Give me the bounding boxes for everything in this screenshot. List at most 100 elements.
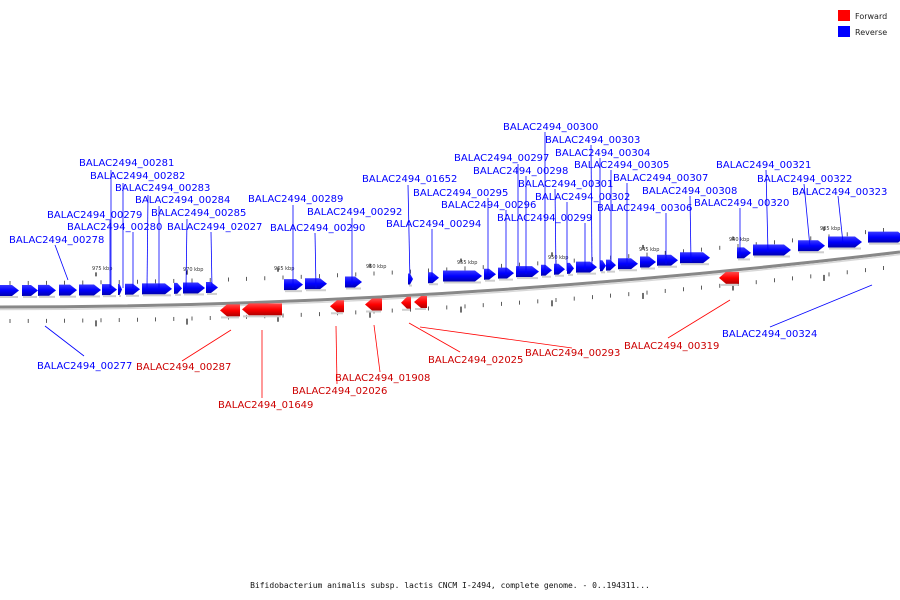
forward-gene-arrow[interactable] xyxy=(242,303,282,316)
reverse-gene-arrow[interactable] xyxy=(408,273,413,285)
gene-label[interactable]: BALAC2494_00320 xyxy=(694,198,789,209)
gene-label[interactable]: BALAC2494_01908 xyxy=(335,373,430,384)
reverse-gene-arrow[interactable] xyxy=(516,266,539,278)
gene-label[interactable]: BALAC2494_00308 xyxy=(642,186,737,197)
gene-label[interactable]: BALAC2494_00285 xyxy=(151,208,246,219)
reverse-gene-arrow[interactable] xyxy=(680,252,710,264)
gene-label[interactable]: BALAC2494_00306 xyxy=(597,203,692,214)
leader-line xyxy=(146,194,149,289)
forward-gene-arrow[interactable] xyxy=(365,298,382,311)
reverse-gene-arrow[interactable] xyxy=(600,260,606,272)
gene-label[interactable]: BALAC2494_00278 xyxy=(9,235,104,246)
gene-label[interactable]: BALAC2494_00295 xyxy=(413,188,508,199)
gene-label[interactable]: BALAC2494_00319 xyxy=(624,341,719,352)
gene-label[interactable]: BALAC2494_00290 xyxy=(270,223,365,234)
leader-line xyxy=(408,322,461,353)
reverse-gene-arrow[interactable] xyxy=(142,283,172,295)
gene-label[interactable]: BALAC2494_00304 xyxy=(555,148,650,159)
leader-line xyxy=(765,169,769,253)
gene-shadow xyxy=(23,295,37,298)
gene-label[interactable]: BALAC2494_00281 xyxy=(79,158,174,169)
reverse-gene-arrow[interactable] xyxy=(345,276,362,288)
gene-label[interactable]: BALAC2494_00323 xyxy=(792,187,887,198)
reverse-gene-arrow[interactable] xyxy=(102,284,117,296)
gene-label[interactable]: BALAC2494_02027 xyxy=(167,222,262,233)
scale-tick-label: 950 kbp xyxy=(548,255,568,261)
gene-shadow xyxy=(429,283,438,286)
reverse-gene-arrow[interactable] xyxy=(567,262,574,274)
gene-label[interactable]: BALAC2494_00280 xyxy=(67,222,162,233)
gene-label[interactable]: BALAC2494_00299 xyxy=(497,213,592,224)
reverse-gene-arrow[interactable] xyxy=(284,279,303,291)
gene-label[interactable]: BALAC2494_00289 xyxy=(248,194,343,205)
forward-gene-arrow[interactable] xyxy=(719,271,739,284)
reverse-strand-track xyxy=(0,231,900,298)
gene-label[interactable]: BALAC2494_00279 xyxy=(47,210,142,221)
gene-label[interactable]: BALAC2494_00287 xyxy=(136,362,231,373)
gene-shadow xyxy=(607,270,615,273)
gene-label[interactable]: BALAC2494_00322 xyxy=(757,174,852,185)
gene-shadow xyxy=(143,294,171,297)
reverse-gene-arrow[interactable] xyxy=(576,261,597,273)
reverse-gene-arrow[interactable] xyxy=(640,256,656,268)
leader-line xyxy=(837,195,844,244)
gene-label[interactable]: BALAC2494_00297 xyxy=(454,153,549,164)
gene-label[interactable]: BALAC2494_02025 xyxy=(428,355,523,366)
gene-label[interactable]: BALAC2494_00302 xyxy=(535,192,630,203)
gene-label[interactable]: BALAC2494_01652 xyxy=(362,174,457,185)
leader-line xyxy=(335,325,338,385)
reverse-gene-arrow[interactable] xyxy=(657,254,678,266)
gene-label[interactable]: BALAC2494_00292 xyxy=(307,207,402,218)
gene-label[interactable]: BALAC2494_00284 xyxy=(135,195,230,206)
forward-gene-arrow[interactable] xyxy=(401,296,411,309)
gene-label[interactable]: BALAC2494_00277 xyxy=(37,361,132,372)
gene-label[interactable]: BALAC2494_01649 xyxy=(218,400,313,411)
scale-ticks: 975 kbp 970 kbp 965 kbp 960 kbp 955 kbp … xyxy=(92,226,840,273)
forward-gene-arrow[interactable] xyxy=(330,300,344,313)
gene-label[interactable]: BALAC2494_00296 xyxy=(441,200,536,211)
reverse-gene-arrow[interactable] xyxy=(0,284,19,296)
reverse-gene-arrow[interactable] xyxy=(118,284,122,296)
reverse-gene-arrow[interactable] xyxy=(174,282,182,294)
gene-label[interactable]: BALAC2494_00305 xyxy=(574,160,669,171)
reverse-gene-arrow[interactable] xyxy=(737,247,751,259)
reverse-gene-arrow[interactable] xyxy=(59,284,77,296)
gene-label[interactable]: BALAC2494_00303 xyxy=(545,135,640,146)
reverse-gene-arrow[interactable] xyxy=(753,244,791,256)
reverse-gene-arrow[interactable] xyxy=(828,236,862,248)
reverse-gene-arrow[interactable] xyxy=(79,284,101,296)
gene-shadow xyxy=(409,284,412,287)
gene-label[interactable]: BALAC2494_00298 xyxy=(473,166,568,177)
gene-label[interactable]: BALAC2494_00282 xyxy=(90,171,185,182)
reverse-gene-arrow[interactable] xyxy=(125,283,140,295)
gene-label[interactable]: BALAC2494_00301 xyxy=(518,179,613,190)
reverse-gene-arrow[interactable] xyxy=(22,284,38,296)
reverse-gene-arrow[interactable] xyxy=(541,264,552,276)
gene-label[interactable]: BALAC2494_00293 xyxy=(525,348,620,359)
gene-shadow xyxy=(738,258,750,261)
gene-shadow xyxy=(366,310,381,313)
gene-label[interactable]: BALAC2494_00294 xyxy=(386,219,481,230)
gene-label[interactable]: BALAC2494_02026 xyxy=(292,386,387,397)
gene-shadow xyxy=(681,263,709,266)
reverse-gene-arrow[interactable] xyxy=(443,270,482,282)
forward-gene-arrow[interactable] xyxy=(414,295,427,308)
gene-label[interactable]: BALAC2494_00324 xyxy=(722,329,817,340)
reverse-gene-arrow[interactable] xyxy=(554,263,565,275)
gene-label[interactable]: BALAC2494_00300 xyxy=(503,122,598,133)
gene-shadow xyxy=(346,287,361,290)
reverse-gene-arrow[interactable] xyxy=(38,284,56,296)
gene-label[interactable]: BALAC2494_00321 xyxy=(716,160,811,171)
gene-label[interactable]: BALAC2494_00307 xyxy=(613,173,708,184)
reverse-gene-arrow[interactable] xyxy=(868,231,900,243)
forward-gene-arrow[interactable] xyxy=(220,304,240,317)
reverse-gene-arrow[interactable] xyxy=(484,268,496,280)
gene-shadow xyxy=(243,315,281,318)
gene-label[interactable]: BALAC2494_00283 xyxy=(115,183,210,194)
leader-line xyxy=(803,183,811,248)
reverse-gene-arrow[interactable] xyxy=(183,282,205,294)
reverse-gene-arrow[interactable] xyxy=(618,258,638,270)
reverse-gene-arrow[interactable] xyxy=(798,240,825,252)
gene-shadow xyxy=(103,295,116,298)
reverse-gene-arrow[interactable] xyxy=(428,272,439,284)
